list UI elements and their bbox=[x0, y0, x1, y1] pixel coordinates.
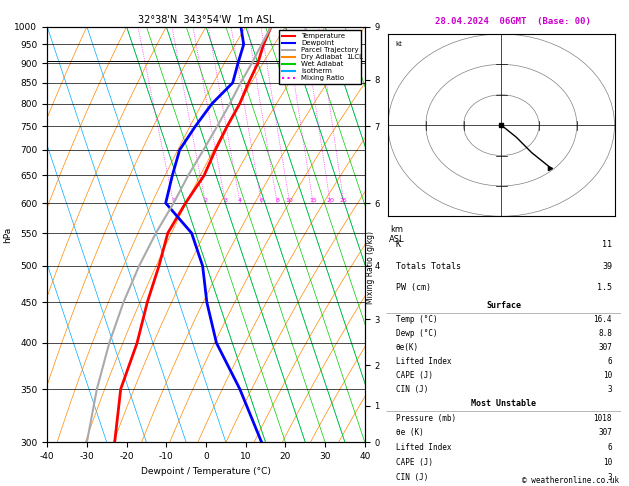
Text: © weatheronline.co.uk: © weatheronline.co.uk bbox=[523, 476, 620, 485]
Text: 307: 307 bbox=[598, 429, 612, 437]
Text: 1.5: 1.5 bbox=[597, 283, 612, 293]
Text: 10: 10 bbox=[286, 198, 294, 203]
Text: 20: 20 bbox=[326, 198, 334, 203]
Legend: Temperature, Dewpoint, Parcel Trajectory, Dry Adiabat, Wet Adiabat, Isotherm, Mi: Temperature, Dewpoint, Parcel Trajectory… bbox=[279, 30, 361, 84]
Text: 16.4: 16.4 bbox=[594, 315, 612, 324]
Text: Totals Totals: Totals Totals bbox=[396, 261, 460, 271]
Text: 10: 10 bbox=[603, 371, 612, 380]
Text: 6: 6 bbox=[608, 443, 612, 452]
Text: 11: 11 bbox=[602, 240, 612, 249]
Text: Lifted Index: Lifted Index bbox=[396, 357, 451, 366]
Text: 6: 6 bbox=[608, 357, 612, 366]
Text: 28.04.2024  06GMT  (Base: 00): 28.04.2024 06GMT (Base: 00) bbox=[435, 17, 591, 26]
Text: 15: 15 bbox=[309, 198, 317, 203]
Text: Surface: Surface bbox=[486, 301, 521, 311]
Text: kt: kt bbox=[396, 41, 403, 47]
Text: 2: 2 bbox=[204, 198, 208, 203]
Text: CAPE (J): CAPE (J) bbox=[396, 371, 433, 380]
Text: 1018: 1018 bbox=[594, 414, 612, 423]
Text: 3: 3 bbox=[608, 473, 612, 482]
Text: Temp (°C): Temp (°C) bbox=[396, 315, 437, 324]
Text: PW (cm): PW (cm) bbox=[396, 283, 431, 293]
Text: 307: 307 bbox=[598, 343, 612, 352]
Text: 4: 4 bbox=[238, 198, 242, 203]
Text: Most Unstable: Most Unstable bbox=[471, 399, 537, 408]
Text: K: K bbox=[396, 240, 401, 249]
Text: CAPE (J): CAPE (J) bbox=[396, 458, 433, 467]
Text: Pressure (mb): Pressure (mb) bbox=[396, 414, 456, 423]
Y-axis label: hPa: hPa bbox=[3, 226, 12, 243]
Text: CIN (J): CIN (J) bbox=[396, 473, 428, 482]
Text: 1: 1 bbox=[172, 198, 175, 203]
Text: θe (K): θe (K) bbox=[396, 429, 423, 437]
Text: Mixing Ratio (g/kg): Mixing Ratio (g/kg) bbox=[366, 231, 375, 304]
Text: 8: 8 bbox=[276, 198, 279, 203]
Text: θe(K): θe(K) bbox=[396, 343, 419, 352]
Text: 10: 10 bbox=[603, 458, 612, 467]
Y-axis label: km
ASL: km ASL bbox=[389, 225, 404, 244]
Text: 6: 6 bbox=[260, 198, 264, 203]
Text: 8.8: 8.8 bbox=[598, 329, 612, 338]
Text: CIN (J): CIN (J) bbox=[396, 384, 428, 394]
Text: 25: 25 bbox=[340, 198, 348, 203]
Title: 32°38'N  343°54'W  1m ASL: 32°38'N 343°54'W 1m ASL bbox=[138, 15, 274, 25]
X-axis label: Dewpoint / Temperature (°C): Dewpoint / Temperature (°C) bbox=[141, 467, 271, 475]
Text: 3: 3 bbox=[608, 384, 612, 394]
Text: Dewp (°C): Dewp (°C) bbox=[396, 329, 437, 338]
Text: 1LCL: 1LCL bbox=[347, 54, 364, 60]
Text: 3: 3 bbox=[223, 198, 228, 203]
Text: 39: 39 bbox=[602, 261, 612, 271]
Text: Lifted Index: Lifted Index bbox=[396, 443, 451, 452]
